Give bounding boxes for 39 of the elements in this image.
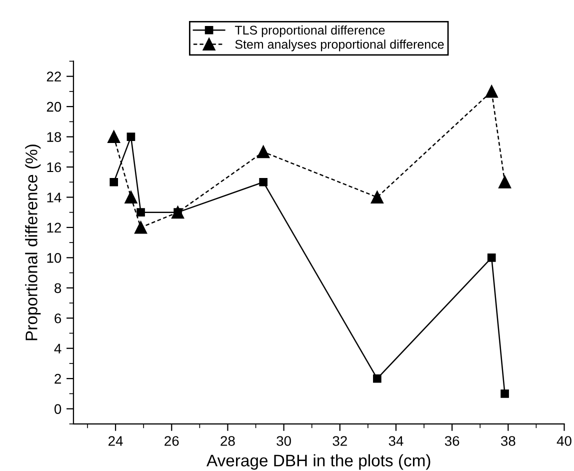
y-axis-title: Proportional difference (%) (25, 144, 41, 340)
y-tick-label: 4 (54, 344, 62, 354)
x-tick-label: 38 (500, 436, 516, 446)
y-tick-label: 0 (54, 404, 62, 414)
y-tick-label: 16 (47, 162, 62, 172)
point (498, 176, 512, 188)
point (257, 146, 270, 158)
point (136, 208, 145, 217)
y-tick-label: 2 (54, 374, 61, 384)
x-tick-label: 26 (164, 436, 179, 446)
y-tick-label: 22 (46, 72, 61, 82)
y-tick-label: 20 (46, 102, 62, 112)
point (108, 130, 120, 144)
point (373, 374, 382, 383)
x-tick-label: 24 (108, 436, 123, 446)
point (124, 190, 138, 204)
x-tick-label: 34 (388, 436, 404, 446)
y-tick-label: 6 (54, 313, 62, 324)
point (500, 390, 509, 398)
point (126, 132, 136, 141)
point (485, 85, 498, 98)
x-tick-label: 36 (444, 436, 460, 446)
y-tick-label: 10 (47, 253, 62, 263)
point (110, 178, 118, 186)
legend-label: TLS proportional difference (234, 25, 385, 38)
x-axis-title: Average DBH in the plots (cm) (206, 454, 430, 470)
y-tick-label: 8 (54, 283, 62, 294)
y-tick-label: 18 (47, 132, 62, 142)
legend-label: Stem analyses proportional difference (235, 40, 444, 52)
x-tick-label: 32 (332, 436, 347, 446)
point (259, 178, 268, 186)
point (370, 190, 384, 204)
x-tick-label: 30 (276, 436, 291, 446)
x-tick-label: 28 (220, 436, 235, 446)
y-tick-label: 14 (47, 192, 62, 202)
x-tick-label: 40 (556, 436, 572, 446)
y-tick-label: 12 (47, 222, 61, 232)
point (487, 254, 496, 262)
point (134, 221, 148, 234)
